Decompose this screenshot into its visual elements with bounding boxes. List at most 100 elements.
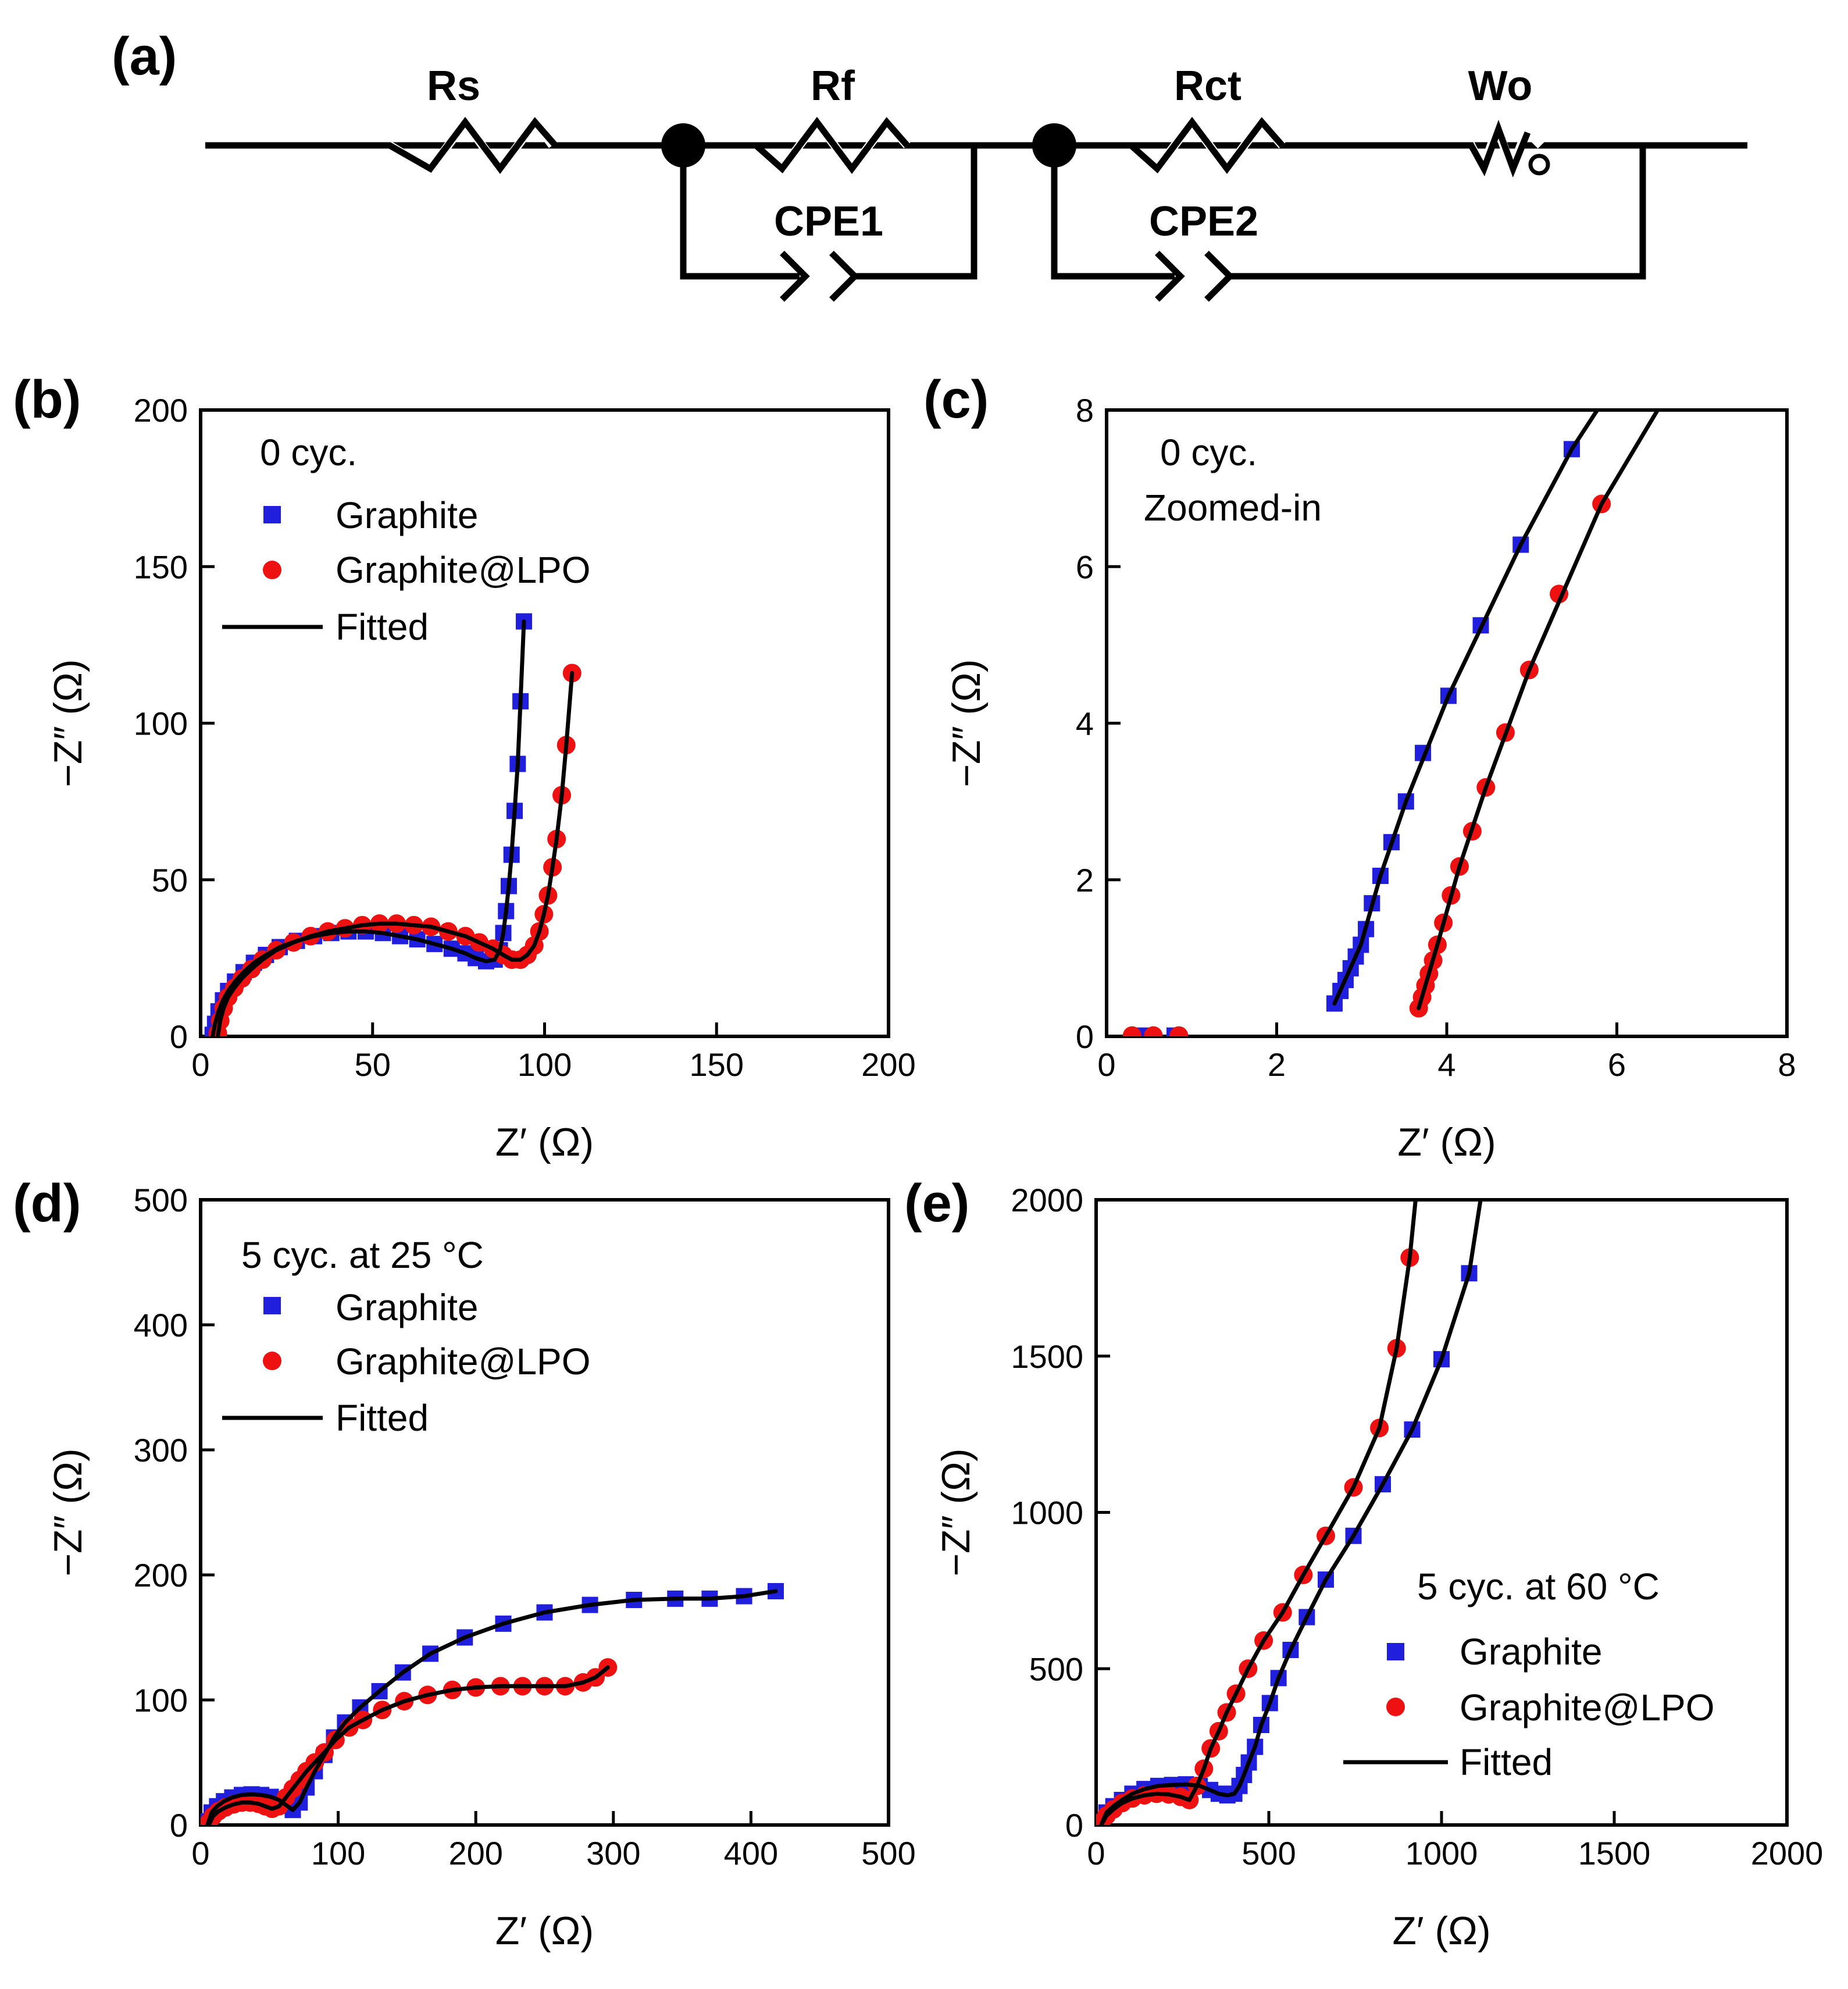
data-layer [204, 613, 581, 1036]
label-wo: Wo [1468, 63, 1533, 109]
x-tick-label: 50 [355, 1046, 391, 1083]
note-0: 0 cyc. [1160, 432, 1257, 473]
y-tick-label: 100 [134, 705, 188, 742]
y-tick-label: 200 [134, 392, 188, 429]
resistor-rct [1108, 116, 1285, 174]
y-tick-label: 50 [152, 862, 188, 899]
y-tick-label: 200 [134, 1557, 188, 1594]
legend-label-lpo: Graphite@LPO [336, 549, 591, 591]
fit-line-graphite-fit [1332, 410, 1600, 1006]
y-tick-label: 1000 [1011, 1495, 1083, 1531]
note-0: 5 cyc. at 25 °C [241, 1234, 484, 1276]
y-tick-label: 0 [1076, 1018, 1094, 1055]
equivalent-circuit: (a) Rs Rf CPE1 Rct Wo CPE2 [112, 27, 1747, 302]
resistor-rs [369, 116, 558, 174]
y-axis-title: −Z″ (Ω) [944, 659, 989, 787]
y-tick-label: 6 [1076, 548, 1094, 585]
x-axis-title: Z′ (Ω) [1392, 1909, 1490, 1953]
label-rf: Rf [811, 63, 855, 109]
x-tick-label: 1000 [1405, 1835, 1478, 1872]
axes-frame [199, 1198, 890, 1827]
legend-marker-graphite [1387, 1643, 1404, 1660]
y-tick-label: 150 [134, 548, 188, 585]
fit-line-graphite-lpo-fit [1417, 410, 1660, 1010]
y-axis-title: −Z″ (Ω) [46, 659, 90, 787]
panel-label-b: (b) [13, 370, 81, 429]
data-layer [1122, 410, 1660, 1036]
data-layer [1096, 1200, 1483, 1825]
plot-area: 0 500 1000 1500 2000 0 500 1000 1500 2000 Z′ (Ω) −Z… [934, 1182, 1823, 1953]
x-tick-label: 8 [1778, 1046, 1796, 1083]
x-tick-label: 100 [518, 1046, 572, 1083]
x-tick-label: 2000 [1751, 1835, 1824, 1872]
y-tick-label: 500 [1029, 1651, 1083, 1687]
x-tick-label: 150 [690, 1046, 744, 1083]
note-1: Zoomed-in [1144, 487, 1322, 529]
label-cpe1: CPE1 [774, 198, 883, 245]
y-tick-label: 400 [134, 1307, 188, 1343]
x-tick-label: 500 [1241, 1835, 1296, 1872]
point-graphite-lpo [1169, 1026, 1189, 1036]
x-tick-label: 4 [1437, 1046, 1455, 1083]
legend-marker-graphite [263, 1297, 281, 1314]
label-rs: Rs [427, 63, 480, 109]
chart-panel-e: (e) 0 500 1000 1500 2000 0 500 1000 1500 2000 Z′ (… [904, 1174, 1823, 1953]
x-tick-label: 0 [191, 1835, 209, 1872]
legend-label-graphite: Graphite [336, 494, 478, 536]
fit-line-graphite-fit [211, 619, 526, 1036]
y-tick-label: 2 [1076, 862, 1094, 899]
y-tick-label: 0 [170, 1018, 188, 1055]
legend-marker-lpo [263, 1352, 281, 1370]
legend-marker-graphite [263, 506, 281, 523]
warburg-subscript-o [1528, 154, 1550, 176]
x-axis-title: Z′ (Ω) [495, 1909, 594, 1953]
y-tick-label: 1500 [1011, 1338, 1083, 1375]
note-0: 5 cyc. at 60 °C [1417, 1566, 1660, 1607]
y-tick-label: 2000 [1011, 1182, 1083, 1218]
legend-marker-lpo [1386, 1698, 1405, 1716]
legend: Graphite Graphite@LPO Fitted [1343, 1631, 1715, 1783]
label-cpe2: CPE2 [1149, 198, 1258, 245]
x-tick-label: 0 [1097, 1046, 1115, 1083]
legend-label-fitted: Fitted [1460, 1741, 1553, 1783]
plot-area: 0 2 4 6 8 0 2 4 6 8 Z′ (Ω) −Z″ (Ω) [944, 392, 1796, 1164]
y-axis-title: −Z″ (Ω) [934, 1448, 978, 1576]
panel-label-d: (d) [13, 1174, 81, 1233]
x-tick-label: 400 [724, 1835, 778, 1872]
y-tick-label: 500 [134, 1182, 188, 1218]
panel-label-c: (c) [923, 370, 989, 429]
chart-panel-c: (c) 0 2 4 6 8 0 2 4 6 8 Z′ (Ω) −Z″ (Ω) 0 cyc. Zoome… [923, 370, 1796, 1164]
warburg-wo [1457, 120, 1531, 178]
x-tick-label: 500 [861, 1835, 915, 1872]
fit-line-graphite-fit [1099, 1200, 1483, 1825]
panel-label-e: (e) [904, 1174, 969, 1233]
fit-line-graphite-lpo-fit [206, 1665, 610, 1825]
y-tick-label: 100 [134, 1682, 188, 1719]
wire [1051, 145, 1175, 280]
x-tick-label: 2 [1268, 1046, 1286, 1083]
x-axis-title: Z′ (Ω) [495, 1120, 594, 1164]
y-tick-label: 300 [134, 1432, 188, 1468]
legend-label-graphite: Graphite [336, 1286, 478, 1328]
x-tick-label: 100 [311, 1835, 365, 1872]
x-tick-label: 1500 [1578, 1835, 1651, 1872]
legend-label-fitted: Fitted [336, 1397, 429, 1439]
chart-panel-b: (b) 0 50 100 150 200 0 50 100 150 200 Z′ (Ω) −Z″ (Ω… [13, 370, 916, 1164]
fit-line-graphite-lpo-fit [1099, 1200, 1418, 1825]
wire [855, 145, 977, 280]
point-graphite-lpo [1144, 1026, 1163, 1036]
x-tick-label: 0 [1087, 1835, 1105, 1872]
note-0: 0 cyc. [260, 432, 357, 473]
data-layer [201, 1582, 784, 1825]
x-tick-label: 0 [191, 1046, 209, 1083]
fit-line-graphite-lpo-fit [216, 671, 575, 1036]
x-tick-label: 200 [448, 1835, 502, 1872]
cpe2-arrow-left [1155, 251, 1185, 302]
legend-marker-lpo [263, 561, 281, 579]
legend: Graphite Graphite@LPO Fitted [222, 1286, 591, 1439]
cpe1-arrow-left [780, 251, 810, 302]
cpe2-arrow-right [1204, 251, 1235, 302]
axes-frame [1094, 1198, 1789, 1827]
plot-area: 0 50 100 150 200 0 50 100 150 200 Z′ (Ω) −Z″ (Ω) [46, 392, 916, 1164]
y-tick-label: 0 [1065, 1807, 1083, 1844]
